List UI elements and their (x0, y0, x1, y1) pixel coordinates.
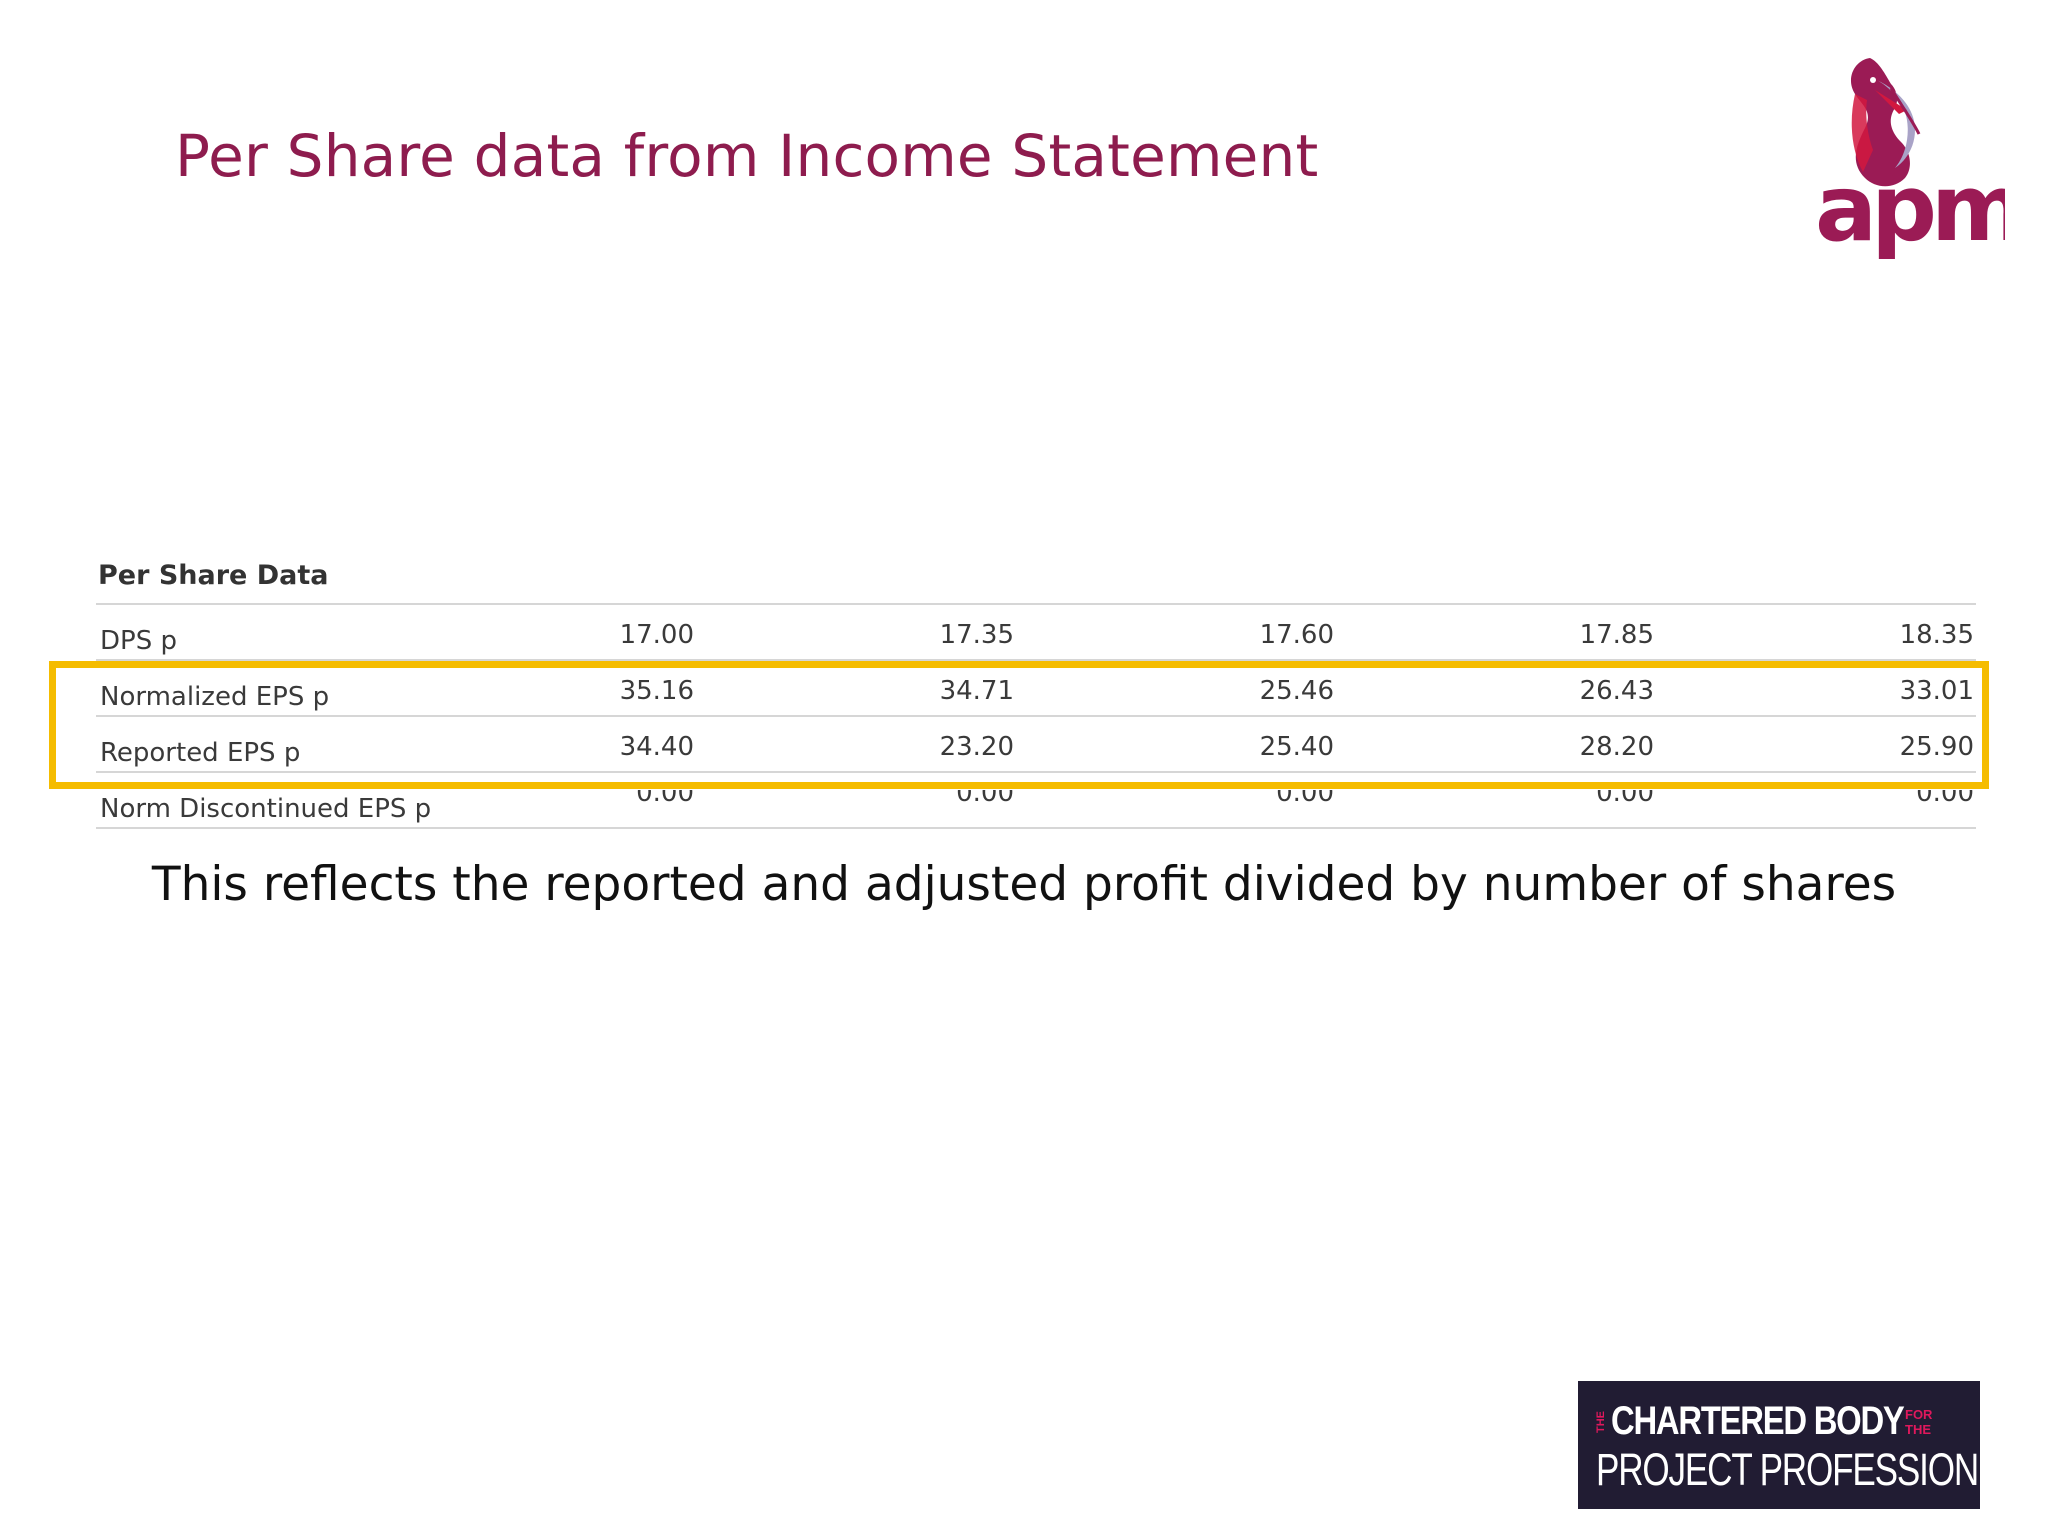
row-label-norm-discontinued-eps: Norm Discontinued EPS p (100, 794, 432, 824)
apm-logo-graphic: apm (1815, 58, 2027, 262)
badge-for-the: FOR THE (1905, 1407, 1932, 1437)
slide-caption: This reflects the reported and adjusted … (151, 857, 1897, 912)
slide-title: Per Share data from Income Statement (175, 122, 1319, 190)
table-cell: 17.85 (1579, 620, 1654, 650)
rule-row (96, 659, 586, 661)
table-cell: 18.35 (1899, 620, 1974, 650)
section-title: Per Share Data (98, 560, 329, 591)
rule-row (586, 659, 1976, 661)
table-cell: 34.40 (619, 732, 694, 762)
rule-row (586, 715, 1976, 717)
row-label-reported-eps: Reported EPS p (100, 738, 301, 768)
apm-logo: apm (1815, 50, 2027, 275)
rule-header-values (586, 603, 1976, 605)
badge-line1: CHARTERED BODY (1611, 1399, 1905, 1443)
table-cell: 25.90 (1899, 732, 1974, 762)
badge-the2: THE (1905, 1421, 1931, 1437)
table-cell: 26.43 (1579, 676, 1654, 706)
row-label-normalized-eps: Normalized EPS p (100, 682, 330, 712)
table-cell: 33.01 (1899, 676, 1974, 706)
table-cell: 17.60 (1259, 620, 1334, 650)
rule-row (586, 771, 1976, 773)
table-cell: 23.20 (939, 732, 1014, 762)
table-cell: 25.46 (1259, 676, 1334, 706)
badge-for: FOR (1905, 1406, 1933, 1422)
badge-line2: PROJECT PROFESSION (1596, 1444, 1979, 1495)
table-cell: 17.00 (619, 620, 694, 650)
table-cell: 28.20 (1579, 732, 1654, 762)
chartered-body-badge: THE CHARTERED BODY FOR THE PROJECT PROFE… (1578, 1381, 1980, 1509)
rule-row (96, 771, 586, 773)
rule-header (96, 603, 586, 605)
table-cell: 17.35 (939, 620, 1014, 650)
eps-highlight-box (49, 661, 1989, 789)
rule-row (96, 827, 1976, 829)
rule-row (96, 715, 586, 717)
row-label-dps: DPS p (100, 626, 177, 656)
apm-logo-text: apm (1815, 155, 2005, 262)
table-cell: 35.16 (619, 676, 694, 706)
badge-the: THE (1595, 1410, 1607, 1433)
table-cell: 34.71 (939, 676, 1014, 706)
table-cell: 25.40 (1259, 732, 1334, 762)
